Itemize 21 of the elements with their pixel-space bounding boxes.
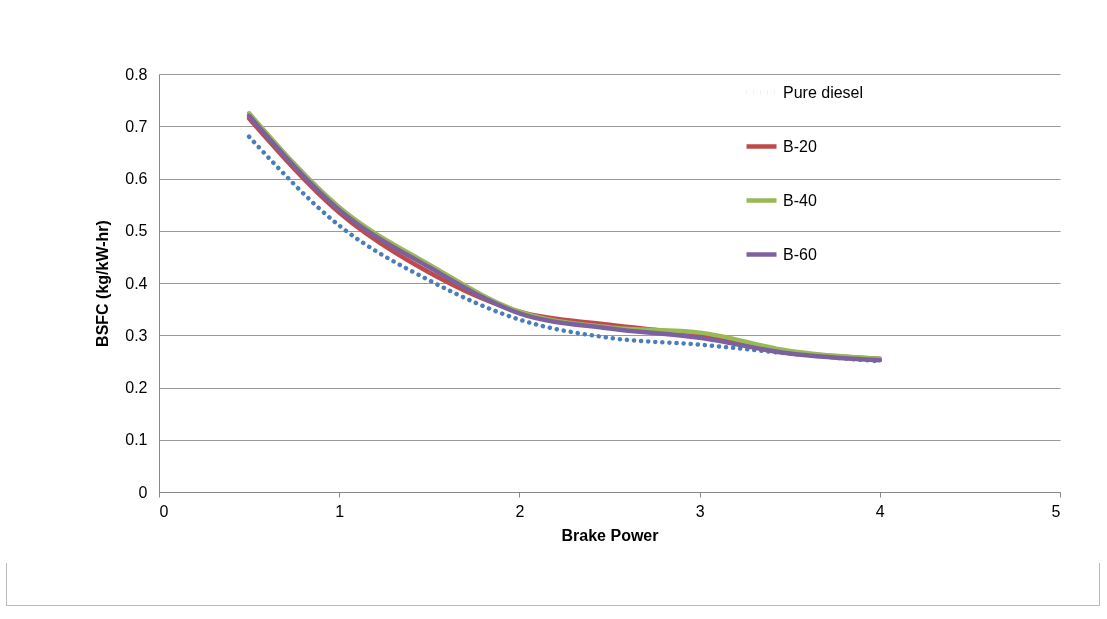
y-tick-label: 0.4 [125, 274, 148, 292]
x-tick-label: 4 [875, 502, 885, 520]
x-tick-label: 2 [515, 502, 525, 520]
legend-label: Pure diesel [783, 83, 864, 101]
x-axis-title: Brake Power [561, 526, 659, 544]
y-tick-label: 0.7 [125, 117, 148, 135]
y-axis-title: BSFC (kg/kW-hr) [94, 220, 112, 347]
y-tick-label: 0 [138, 483, 148, 501]
y-tick-label: 0.3 [125, 326, 148, 344]
legend-label: B-40 [783, 191, 817, 209]
y-tick-label: 0.2 [125, 379, 148, 396]
x-tick-label: 5 [1051, 502, 1061, 520]
x-tick-label: 3 [695, 502, 705, 520]
y-tick-label: 0.8 [125, 65, 148, 83]
x-tick-label: 1 [335, 502, 345, 520]
x-tick-label: 0 [159, 502, 169, 520]
y-tick-label: 0.1 [125, 431, 148, 449]
y-tick-label: 0.5 [125, 222, 148, 240]
legend-label: B-60 [783, 245, 817, 263]
legend-label: B-20 [783, 137, 817, 155]
y-tick-label: 0.6 [125, 170, 148, 187]
